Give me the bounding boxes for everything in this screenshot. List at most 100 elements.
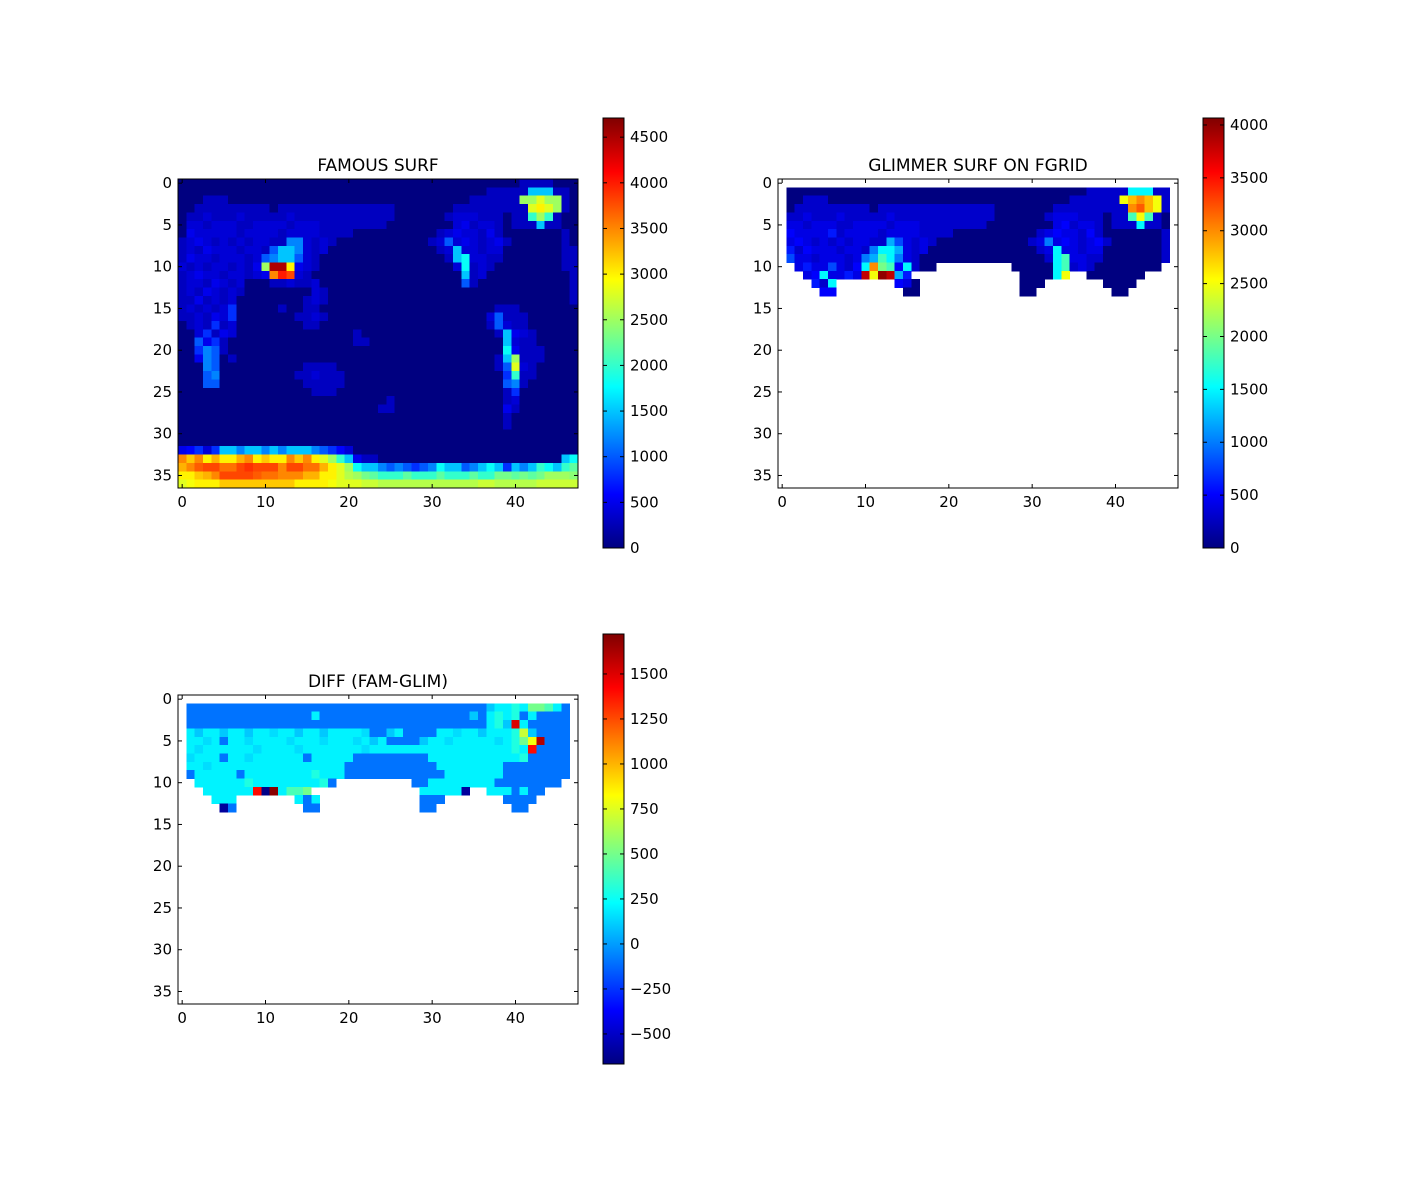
cell bbox=[836, 187, 846, 197]
cell bbox=[411, 346, 421, 355]
cell bbox=[394, 753, 404, 763]
cell bbox=[1144, 212, 1154, 222]
cell bbox=[261, 404, 271, 414]
cell bbox=[311, 295, 321, 305]
cell bbox=[311, 312, 321, 322]
cell bbox=[478, 237, 487, 247]
cell bbox=[469, 287, 479, 297]
cell bbox=[344, 387, 354, 397]
cell bbox=[286, 421, 296, 430]
cell bbox=[269, 179, 279, 188]
cell bbox=[1044, 254, 1054, 263]
cell bbox=[369, 195, 379, 205]
cell bbox=[236, 387, 246, 397]
cell bbox=[378, 320, 387, 330]
cell bbox=[336, 454, 346, 464]
cell bbox=[419, 753, 429, 763]
cell bbox=[386, 312, 396, 322]
cell bbox=[1086, 254, 1096, 263]
cell bbox=[503, 728, 512, 738]
cell bbox=[836, 270, 846, 280]
cell bbox=[369, 471, 379, 481]
cell bbox=[1078, 237, 1087, 247]
cell bbox=[1044, 187, 1054, 197]
cell bbox=[561, 387, 571, 397]
cell bbox=[328, 270, 337, 280]
cell bbox=[886, 195, 896, 205]
cell bbox=[211, 270, 221, 280]
cell bbox=[178, 304, 187, 314]
cell bbox=[478, 362, 487, 372]
cell bbox=[386, 254, 396, 263]
cell bbox=[403, 212, 412, 222]
cell bbox=[1044, 220, 1054, 230]
cell bbox=[319, 462, 329, 472]
cell bbox=[1094, 237, 1104, 247]
cell bbox=[869, 212, 879, 222]
cell bbox=[253, 446, 262, 455]
cell bbox=[536, 412, 546, 422]
cell bbox=[511, 187, 521, 197]
y-tick-label: 30 bbox=[153, 425, 172, 443]
cell bbox=[294, 262, 304, 272]
cell bbox=[211, 728, 221, 738]
cell bbox=[378, 329, 387, 339]
cell bbox=[519, 753, 529, 763]
cell bbox=[903, 187, 912, 197]
cell bbox=[336, 745, 346, 754]
cell bbox=[186, 212, 196, 222]
cell bbox=[428, 204, 437, 213]
cell bbox=[361, 454, 371, 464]
cell bbox=[1003, 220, 1012, 230]
cell bbox=[903, 229, 912, 238]
cell bbox=[494, 295, 504, 305]
cell bbox=[353, 429, 362, 439]
cell bbox=[503, 703, 512, 713]
cell bbox=[436, 179, 446, 188]
cell bbox=[511, 245, 521, 255]
cell bbox=[403, 179, 412, 188]
cell bbox=[253, 187, 262, 197]
cell bbox=[561, 412, 571, 422]
cell bbox=[494, 703, 504, 713]
cell bbox=[478, 346, 487, 355]
cell bbox=[811, 204, 821, 213]
cell bbox=[561, 295, 571, 305]
y-tick-label: 35 bbox=[753, 466, 772, 484]
cell bbox=[411, 421, 421, 430]
cell bbox=[411, 329, 421, 339]
cell bbox=[444, 329, 454, 339]
cell bbox=[286, 711, 296, 721]
cell bbox=[294, 245, 304, 255]
cell bbox=[1111, 245, 1121, 255]
cell bbox=[211, 396, 221, 405]
cell bbox=[269, 354, 279, 364]
cell bbox=[286, 237, 296, 247]
cell bbox=[261, 287, 271, 297]
cell bbox=[519, 379, 529, 389]
cell bbox=[194, 354, 204, 364]
cell bbox=[269, 471, 279, 481]
cell bbox=[203, 179, 212, 188]
cell bbox=[244, 212, 254, 222]
cell bbox=[444, 736, 454, 746]
cell bbox=[303, 795, 312, 804]
cell bbox=[536, 728, 546, 738]
cell bbox=[503, 429, 512, 439]
colorbar-tick-label: −250 bbox=[630, 980, 671, 998]
cell bbox=[794, 212, 804, 222]
cell bbox=[453, 429, 462, 439]
cell bbox=[528, 387, 537, 397]
cell bbox=[886, 237, 896, 247]
cell bbox=[269, 753, 279, 763]
cell bbox=[278, 337, 287, 347]
colorbar-tick-label: 1000 bbox=[630, 755, 668, 773]
cell bbox=[336, 179, 346, 188]
cell bbox=[811, 237, 821, 247]
cell bbox=[453, 270, 462, 280]
cell bbox=[428, 346, 437, 355]
cell bbox=[511, 778, 521, 788]
cell bbox=[1086, 229, 1096, 238]
cell bbox=[211, 736, 221, 746]
cell bbox=[336, 404, 346, 414]
